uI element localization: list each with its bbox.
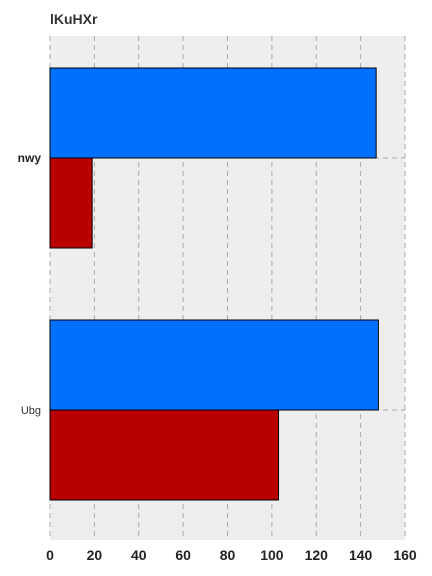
bar-ubg-series-2 [49,409,280,501]
x-tick-label: 60 [175,547,191,563]
x-tick-label: 120 [305,547,329,563]
x-tick-label: 20 [87,547,103,563]
bars [49,67,379,501]
y-tick-label: nwy [18,151,42,165]
x-tick-label: 0 [46,547,54,563]
x-tick-label: 140 [349,547,373,563]
x-tick-label: 80 [220,547,236,563]
x-tick-label: 40 [131,547,147,563]
bar-nwy-series-2 [49,157,93,249]
bar-nwy-series-1 [49,67,377,159]
chart-title: lKuHXr [50,11,98,27]
axes: nwy Ubg 0 20 40 60 80 100 120 140 160 [18,151,417,563]
x-tick-label: 100 [260,547,284,563]
x-tick-label: 160 [393,547,417,563]
y-tick-label: Ubg [21,405,41,417]
bar-ubg-series-1 [49,319,379,411]
